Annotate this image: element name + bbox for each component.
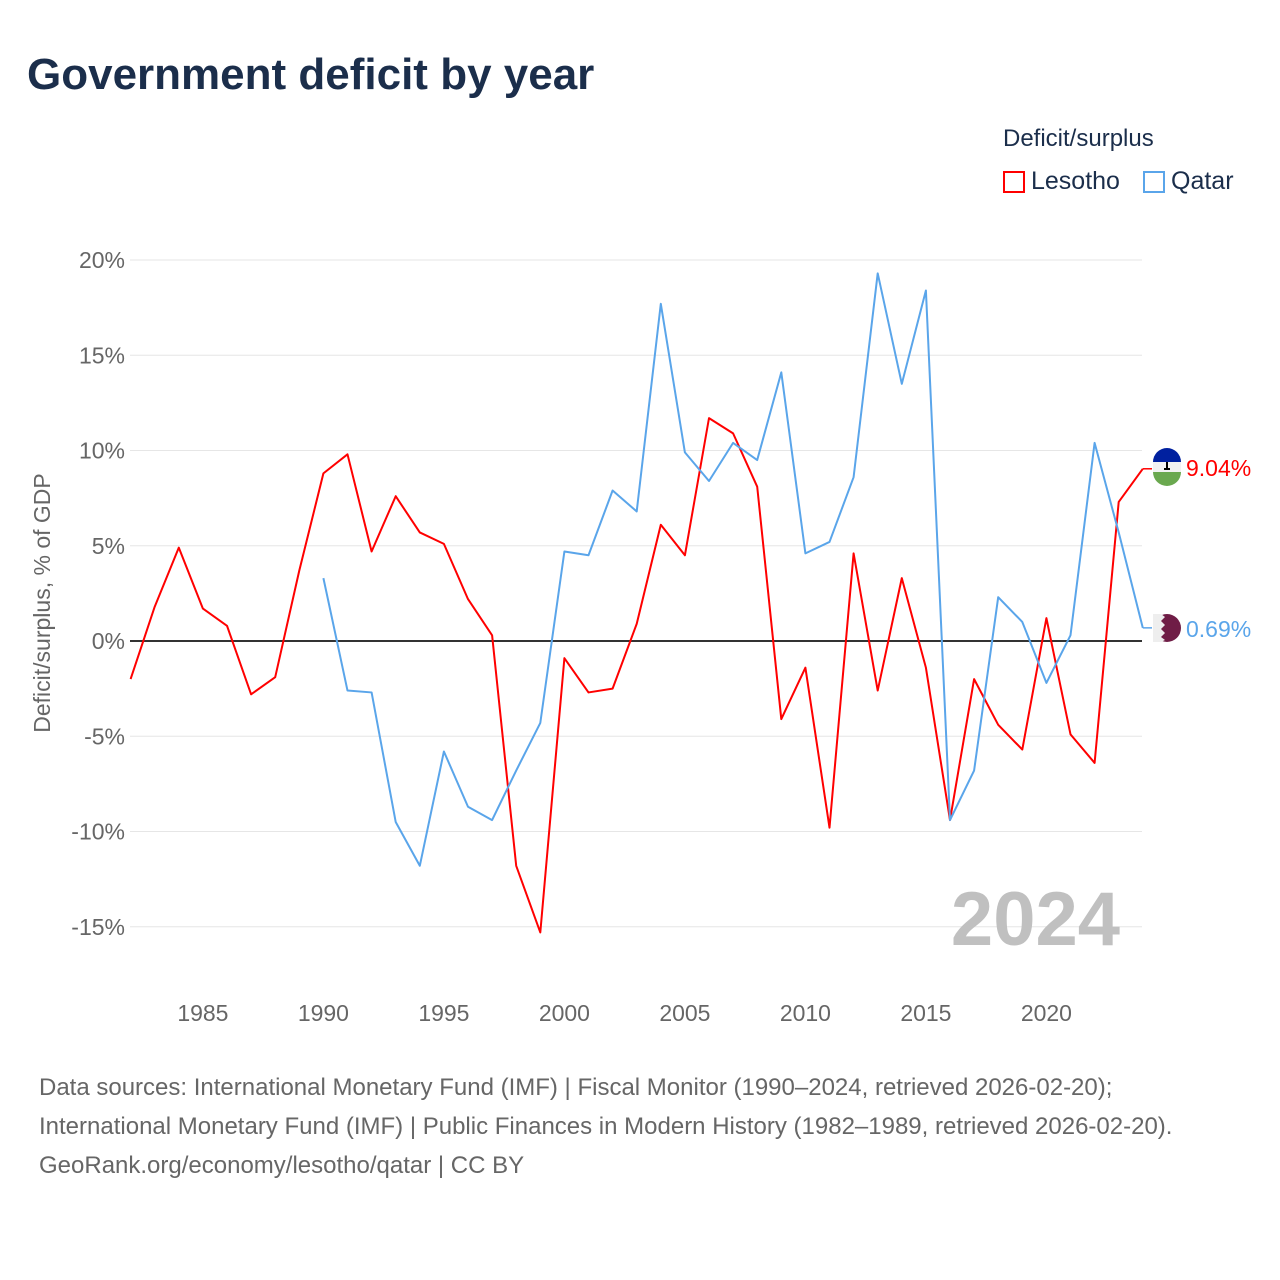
- legend-label: Lesotho: [1031, 167, 1120, 195]
- x-tick-label: 1985: [177, 1000, 228, 1026]
- y-tick-label: -15%: [71, 914, 125, 940]
- y-tick-label: 5%: [92, 533, 125, 559]
- x-tick-label: 1995: [418, 1000, 469, 1026]
- end-value-label: 9.04%: [1186, 455, 1251, 481]
- legend-item-qatar[interactable]: Qatar: [1143, 167, 1234, 196]
- y-axis-label: Deficit/surplus, % of GDP: [29, 473, 55, 732]
- y-tick-label: 10%: [79, 438, 125, 464]
- flag-lesotho-icon: [1153, 448, 1181, 462]
- footer: Data sources: International Monetary Fun…: [39, 1068, 1239, 1185]
- legend-title: Deficit/surplus: [1003, 125, 1154, 152]
- legend-item-lesotho[interactable]: Lesotho: [1003, 167, 1120, 196]
- y-tick-label: -5%: [84, 723, 125, 749]
- legend-label: Qatar: [1171, 167, 1234, 195]
- x-tick-label: 2015: [900, 1000, 951, 1026]
- x-tick-label: 2000: [539, 1000, 590, 1026]
- data-sources: Data sources: International Monetary Fun…: [39, 1074, 1173, 1140]
- credit-link[interactable]: GeoRank.org/economy/lesotho/qatar | CC B…: [39, 1152, 525, 1179]
- y-tick-label: 0%: [92, 628, 125, 654]
- y-tick-label: 15%: [79, 342, 125, 368]
- legend-swatch: [1143, 170, 1165, 193]
- series-line-lesotho: [129, 417, 1144, 934]
- page-title: Government deficit by year: [27, 50, 595, 99]
- x-tick-label: 2005: [659, 1000, 710, 1026]
- x-tick-label: 2020: [1021, 1000, 1072, 1026]
- flag-lesotho-icon: [1153, 472, 1181, 486]
- x-tick-label: 1990: [298, 1000, 349, 1026]
- y-tick-label: -10%: [71, 819, 125, 845]
- legend-swatch: [1003, 170, 1025, 193]
- y-tick-label: 20%: [79, 247, 125, 273]
- year-watermark: 2024: [951, 877, 1120, 962]
- end-value-label: 0.69%: [1186, 616, 1251, 642]
- flag-qatar-icon: [1153, 614, 1165, 642]
- flag-lesotho-icon: [1164, 462, 1170, 470]
- x-tick-label: 2010: [780, 1000, 831, 1026]
- series-line-qatar: [322, 272, 1144, 867]
